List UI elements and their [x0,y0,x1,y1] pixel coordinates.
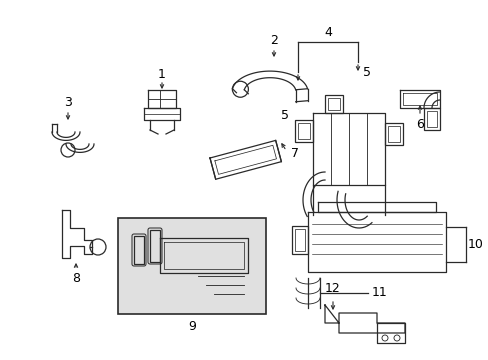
Text: 1: 1 [158,68,165,81]
Bar [384,123,402,145]
Bar [118,218,265,314]
Text: 8: 8 [72,271,80,284]
Bar [423,108,439,130]
Text: 11: 11 [371,287,387,300]
Text: 3: 3 [64,95,72,108]
Text: 5: 5 [281,108,288,122]
Text: 2: 2 [269,33,277,46]
Text: 4: 4 [324,26,331,39]
Bar [134,236,143,264]
Bar [294,120,312,142]
Text: 5: 5 [362,66,370,78]
Bar [426,111,436,127]
Text: 6: 6 [415,117,423,131]
Text: 10: 10 [467,238,483,251]
Bar [150,230,160,262]
Bar [294,229,305,251]
Bar [325,95,342,113]
Text: 9: 9 [188,320,196,333]
Text: 12: 12 [325,283,340,296]
Bar [291,226,307,254]
Bar [387,126,399,142]
Bar [327,98,339,110]
Bar [297,123,309,139]
Text: 7: 7 [290,147,298,159]
